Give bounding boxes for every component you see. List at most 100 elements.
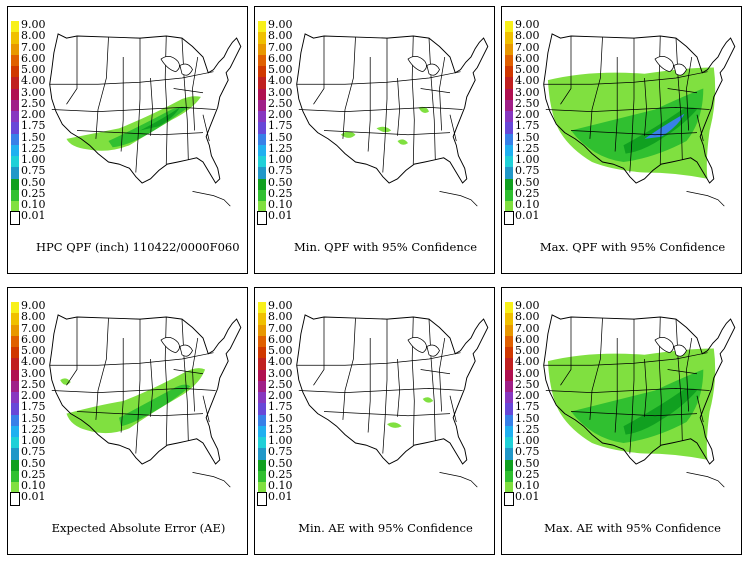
colorbar-tick-label: 1.00 xyxy=(515,434,540,447)
colorbar-swatch xyxy=(10,492,20,506)
colorbar-swatch xyxy=(258,21,266,33)
colorbar-swatch xyxy=(11,189,19,201)
colorbar-tick-label: 7.00 xyxy=(268,321,293,335)
colorbar-tick-label: 1.00 xyxy=(268,153,293,166)
colorbar-swatch xyxy=(505,302,513,314)
state-boundary xyxy=(543,352,708,366)
state-boundary xyxy=(411,35,415,165)
colorbar-tick-label: 0.01 xyxy=(268,490,293,504)
state-boundary xyxy=(589,318,603,420)
colorbar-tick-label: 1.25 xyxy=(515,422,540,436)
colorbar-tick-label: 8.00 xyxy=(515,310,540,324)
colorbar-swatch xyxy=(258,380,266,392)
colorbar-tick-label: 1.50 xyxy=(21,411,46,425)
colorbar-tick-label: 5.00 xyxy=(515,344,540,357)
colorbar-tick-label: 1.25 xyxy=(268,422,293,436)
colorbar-swatch xyxy=(11,437,19,449)
colorbar-swatch xyxy=(11,482,19,494)
colorbar-tick-label: 3.00 xyxy=(515,366,540,380)
colorbar-swatch xyxy=(505,448,513,460)
colorbar-tick-label: 1.25 xyxy=(21,141,46,155)
panel-caption: Min. AE with 95% Confidence xyxy=(298,521,473,535)
state-boundary xyxy=(439,56,446,131)
colorbar-tick-label: 9.00 xyxy=(515,18,540,31)
colorbar-tick-label: 9.00 xyxy=(268,18,293,31)
state-boundary xyxy=(614,338,618,433)
state-boundary xyxy=(202,395,210,423)
colorbar-swatch xyxy=(258,167,266,179)
colorbar-swatch xyxy=(258,324,266,336)
precip-area xyxy=(571,88,704,162)
colorbar-tick-label: 2.00 xyxy=(515,108,540,121)
state-boundary xyxy=(313,36,325,105)
colorbar-labels: 9.00 8.00 7.00 6.00 5.00 4.00 3.00 2.50 2.00 1.75… xyxy=(268,19,293,222)
state-boundary xyxy=(367,338,371,433)
colorbar-swatch xyxy=(505,324,513,336)
colorbar-swatch xyxy=(258,54,266,66)
state-boundary xyxy=(560,317,572,386)
colorbar-swatch xyxy=(11,99,19,111)
state-boundary xyxy=(644,358,647,417)
colorbar-swatch xyxy=(505,392,513,404)
colorbar-tick-label: 0.75 xyxy=(21,445,46,459)
state-boundary xyxy=(296,71,461,85)
colorbar-tick-label: 0.25 xyxy=(515,467,540,481)
state-boundary xyxy=(382,38,388,173)
colorbar-tick-label: 0.10 xyxy=(268,198,293,211)
colorbar-swatch xyxy=(505,482,513,494)
country-outline xyxy=(543,33,736,184)
colorbar-swatch xyxy=(505,414,513,426)
colorbar-tick-label: 0.01 xyxy=(268,209,293,223)
us-map xyxy=(296,314,489,488)
colorbar-tick-label: 4.00 xyxy=(515,74,540,88)
colorbar-swatch xyxy=(505,32,513,44)
state-boundary xyxy=(192,337,199,412)
colorbar-swatch xyxy=(505,369,513,381)
colorbar-swatch xyxy=(258,313,266,325)
colorbar-tick-label: 9.00 xyxy=(268,299,293,312)
state-boundary xyxy=(428,38,436,160)
colorbar-tick-label: 2.00 xyxy=(21,108,46,121)
precip-area xyxy=(623,388,697,435)
colorbar-tick-label: 8.00 xyxy=(21,29,46,43)
state-boundary xyxy=(543,71,708,85)
colorbar-tick-label: 0.01 xyxy=(515,209,540,223)
colorbar-tick-label: 0.01 xyxy=(515,490,540,504)
colorbar-swatch xyxy=(11,470,19,482)
colorbar-swatch xyxy=(11,32,19,44)
colorbar-tick-label: 2.00 xyxy=(515,389,540,402)
colorbar-tick-label: 0.75 xyxy=(268,445,293,459)
great-lakes xyxy=(407,56,440,76)
colorbar-swatch xyxy=(505,144,513,156)
colorbar-tick-label: 0.10 xyxy=(515,198,540,211)
panel-expected-ae: 9.00 8.00 7.00 6.00 5.00 4.00 3.00 2.50 2.00 1.75… xyxy=(7,287,248,555)
state-boundary xyxy=(135,38,141,173)
colorbar-tick-label: 8.00 xyxy=(268,310,293,324)
colorbar-swatch xyxy=(258,156,266,168)
colorbar-tick-label: 0.01 xyxy=(21,209,46,223)
state-boundary xyxy=(696,114,704,142)
colorbar-tick-label: 3.00 xyxy=(268,366,293,380)
state-boundary xyxy=(323,411,451,417)
state-boundary xyxy=(181,319,189,441)
colorbar-tick-label: 7.00 xyxy=(21,321,46,335)
colorbar-tick-label: 5.00 xyxy=(515,63,540,76)
colorbar-swatch xyxy=(505,403,513,415)
state-boundary xyxy=(150,358,153,417)
colorbar-tick-label: 0.75 xyxy=(515,445,540,459)
panel-min-qpf: 9.00 8.00 7.00 6.00 5.00 4.00 3.00 2.50 2.00 1.75… xyxy=(254,6,495,274)
colorbar-swatch xyxy=(505,167,513,179)
colorbar-swatch xyxy=(11,66,19,78)
colorbar-swatch xyxy=(258,111,266,123)
colorbar-tick-label: 6.00 xyxy=(515,332,540,346)
colorbar-tick-label: 0.50 xyxy=(268,456,293,470)
colorbar-tick-label: 2.50 xyxy=(21,96,46,110)
colorbar-tick-label: 1.25 xyxy=(21,422,46,436)
colorbar-tick-label: 2.00 xyxy=(268,389,293,402)
colorbar-swatch xyxy=(11,347,19,359)
us-map xyxy=(296,33,489,207)
country-outline xyxy=(49,314,242,465)
great-lakes xyxy=(654,56,687,76)
state-boundary xyxy=(120,57,124,152)
colorbar-swatch xyxy=(505,21,513,33)
